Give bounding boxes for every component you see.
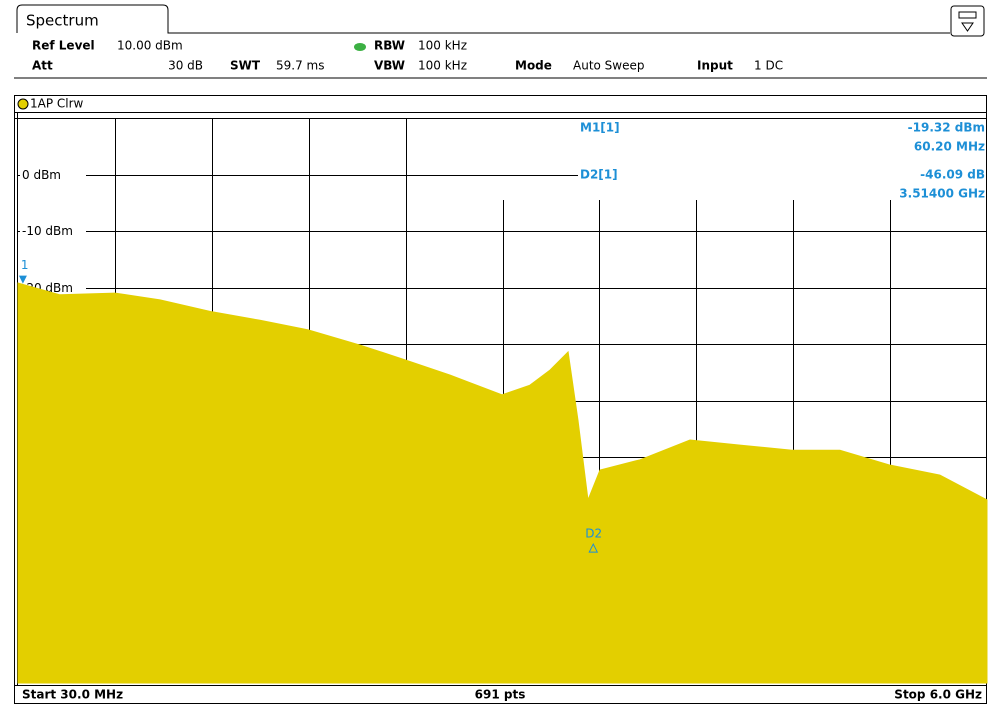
marker-name: D2[1]	[580, 168, 618, 182]
input: 1 DC	[754, 59, 783, 73]
input-label: Input	[697, 59, 733, 73]
sweep-points: 691 pts	[475, 688, 526, 702]
marker-name: M1[1]	[580, 121, 620, 135]
rbw-label: RBW	[374, 39, 405, 53]
marker-1	[18, 275, 27, 284]
trace-label: 1AP Clrw	[30, 97, 84, 111]
att: 30 dB	[168, 59, 203, 73]
mode: Auto Sweep	[573, 59, 645, 73]
label-bg	[20, 224, 86, 239]
marker-x: 3.51400 GHz	[899, 187, 985, 201]
vbw-label: VBW	[374, 59, 405, 73]
marker-d2	[588, 542, 599, 553]
stop-freq: Stop 6.0 GHz	[894, 688, 982, 702]
vbw: 100 kHz	[418, 59, 467, 73]
readout-bg	[503, 119, 986, 200]
marker-tag: D2	[585, 527, 602, 541]
swt-label: SWT	[230, 59, 261, 73]
y-tick-label: -10 dBm	[22, 224, 73, 238]
status-led	[354, 43, 366, 51]
label-bg	[20, 168, 86, 183]
marker-value: -46.09 dB	[920, 168, 985, 182]
tab-title[interactable]: Spectrum	[26, 12, 99, 30]
ref-level-label: Ref Level	[32, 39, 95, 53]
swt: 59.7 ms	[276, 59, 324, 73]
ref-level: 10.00 dBm	[117, 39, 183, 53]
y-tick-label: 0 dBm	[22, 168, 61, 182]
rbw: 100 kHz	[418, 39, 467, 53]
trace-icon	[17, 98, 29, 110]
mode-label: Mode	[515, 59, 552, 73]
icon-bar	[958, 11, 977, 19]
att-label: Att	[32, 59, 53, 73]
marker-x: 60.20 MHz	[914, 140, 985, 154]
trace-area	[17, 282, 988, 684]
icon-arrow	[961, 22, 974, 32]
marker-tag: 1	[21, 258, 29, 272]
start-freq: Start 30.0 MHz	[22, 688, 123, 702]
tab-outline	[16, 4, 950, 34]
marker-value: -19.32 dBm	[908, 121, 985, 135]
